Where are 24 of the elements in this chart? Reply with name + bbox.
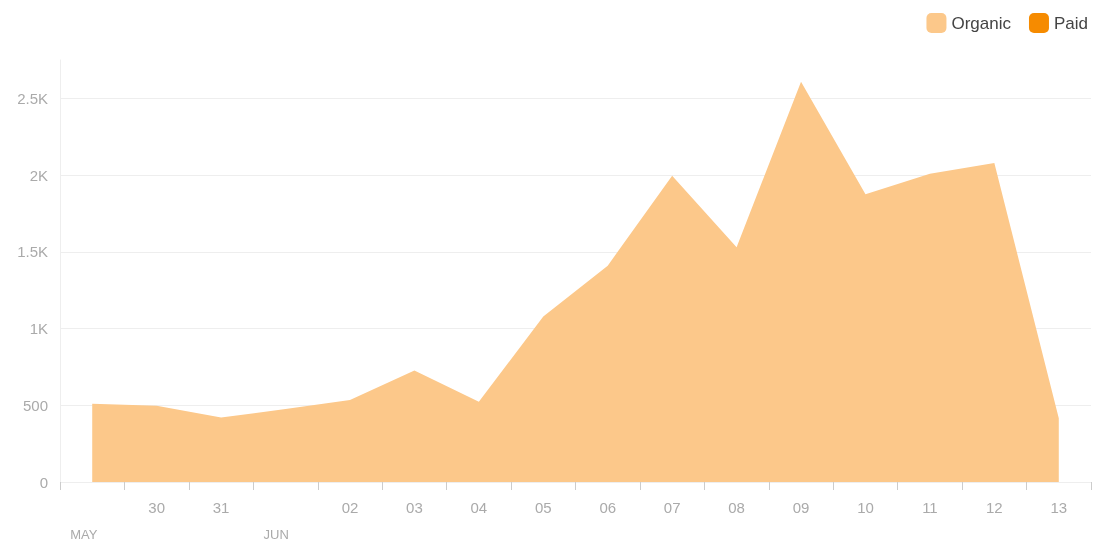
x-tick-label: 06 <box>599 499 617 516</box>
y-tick-label: 500 <box>22 396 48 414</box>
x-tick-label: 05 <box>534 499 552 516</box>
x-tick-label: 13 <box>1050 499 1068 516</box>
x-tick-label: 07 <box>663 499 681 516</box>
x-tick-label: 08 <box>728 499 745 516</box>
x-tick-label: 11 <box>922 499 938 516</box>
x-tick-label: 10 <box>857 499 874 516</box>
y-tick-label: 2.5K <box>17 89 48 107</box>
legend-label: Paid <box>1053 13 1089 33</box>
x-tick-label: 03 <box>406 499 423 516</box>
x-tick-label: 04 <box>470 499 488 516</box>
y-tick-label: 0 <box>39 473 48 491</box>
text: MAY <box>70 527 98 542</box>
x-tick-label: 02 <box>341 499 359 516</box>
x-tick-label: 09 <box>792 499 810 516</box>
x-tick-label: 30 <box>148 499 165 516</box>
x-tick-label: 31 <box>212 499 230 516</box>
legend-label: Organic <box>951 13 1012 33</box>
y-tick-label: 2K <box>29 166 48 184</box>
text: JUN <box>263 527 289 542</box>
y-tick-label: 1K <box>29 320 48 338</box>
x-tick-label: 12 <box>986 499 1003 516</box>
y-tick-label: 1.5K <box>17 243 48 261</box>
